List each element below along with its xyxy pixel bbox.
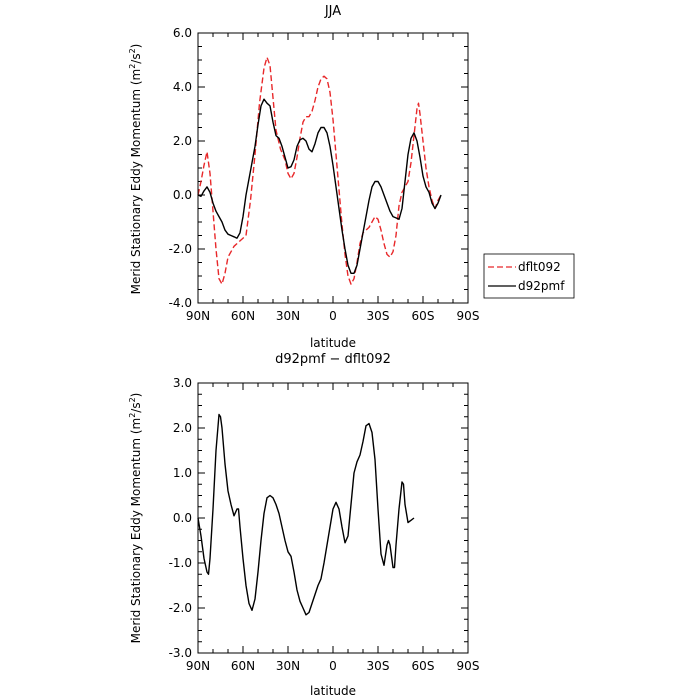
y-tick-label: -2.0 xyxy=(169,242,192,256)
legend-label-d92pmf: d92pmf xyxy=(518,279,565,293)
chart-bottom-plot-frame xyxy=(197,382,469,654)
legend-label-dflt092: dflt092 xyxy=(518,260,561,274)
x-tick-label: 90S xyxy=(457,659,480,673)
y-tick-label: 4.0 xyxy=(173,80,192,94)
x-tick-label: 60S xyxy=(412,659,435,673)
x-tick-label: 60N xyxy=(231,659,255,673)
chart-bottom-xlabel: latitude xyxy=(310,684,356,698)
x-tick-label: 90N xyxy=(186,309,210,323)
chart-top-xticks: 90N 60N 30N 0 30S 60S 90S xyxy=(186,33,480,323)
chart-bottom-xticks: 90N 60N 30N 0 30S 60S 90S xyxy=(186,383,480,673)
legend-frame xyxy=(483,253,575,299)
x-tick-label: 60S xyxy=(412,309,435,323)
chart-bottom-series xyxy=(197,413,415,616)
chart-bottom-title: d92pmf − dflt092 xyxy=(275,352,391,367)
chart-top-title: JJA xyxy=(324,4,341,19)
y-tick-label: 0.0 xyxy=(173,188,192,202)
x-tick-label: 0 xyxy=(329,659,337,673)
y-tick-label: 2.0 xyxy=(173,134,192,148)
svg-text:Merid Stationary Eddy Momentum: Merid Stationary Eddy Momentum (m2/s2) xyxy=(128,393,143,644)
x-tick-label: 30N xyxy=(276,309,300,323)
y-tick-label: 2.0 xyxy=(173,421,192,435)
chart-bottom-ylabel: Merid Stationary Eddy Momentum (m2/s2) xyxy=(128,393,143,644)
series-line-dflt092 xyxy=(197,56,442,285)
y-tick-label: -1.0 xyxy=(169,556,192,570)
x-tick-label: 0 xyxy=(329,309,337,323)
chart-top-ylabel: Merid Stationary Eddy Momentum (m2/s2) xyxy=(128,44,143,295)
chart-top-plot-frame xyxy=(197,32,469,304)
svg-text:Merid Stationary Eddy Momentum: Merid Stationary Eddy Momentum (m2/s2) xyxy=(128,44,143,295)
x-tick-label: 30S xyxy=(367,309,390,323)
y-tick-label: 1.0 xyxy=(173,466,192,480)
y-tick-label: -3.0 xyxy=(169,646,192,660)
y-tick-label: -4.0 xyxy=(169,296,192,310)
series-line-d92pmf xyxy=(197,98,442,274)
x-tick-label: 90S xyxy=(457,309,480,323)
chart-bottom: d92pmf − dflt092 Merid Stationary Eddy M… xyxy=(128,352,479,698)
y-tick-label: 6.0 xyxy=(173,26,192,40)
x-tick-label: 60N xyxy=(231,309,255,323)
y-tick-label: -2.0 xyxy=(169,601,192,615)
x-tick-label: 90N xyxy=(186,659,210,673)
y-tick-label: 0.0 xyxy=(173,511,192,525)
series-line-diff-0 xyxy=(197,413,415,616)
x-tick-label: 30S xyxy=(367,659,390,673)
chart-top-legend: dflt092 d92pmf xyxy=(483,253,575,299)
chart-top-series xyxy=(197,56,442,285)
y-tick-label: 3.0 xyxy=(173,376,192,390)
chart-top: JJA Merid Stationary Eddy Momentum (m2/s… xyxy=(128,4,575,350)
chart-top-yticks: -4.0 -2.0 0.0 2.0 4.0 6.0 xyxy=(169,26,468,310)
chart-bottom-yticks: -3.0 -2.0 -1.0 0.0 1.0 2.0 3.0 xyxy=(169,376,468,660)
x-tick-label: 30N xyxy=(276,659,300,673)
chart-top-xlabel: latitude xyxy=(310,336,356,350)
